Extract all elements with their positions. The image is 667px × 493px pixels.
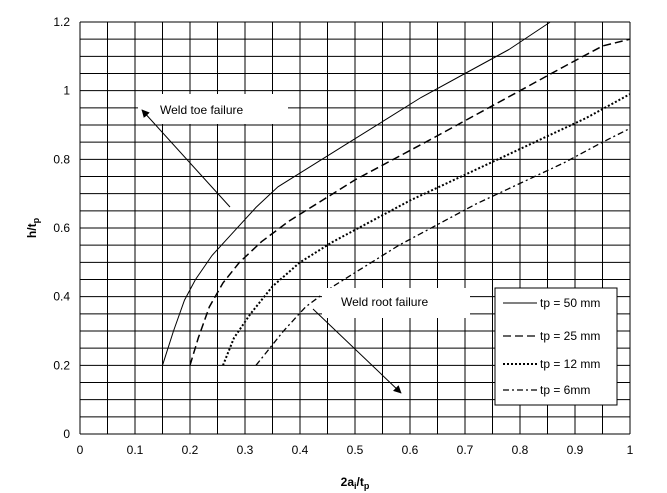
x-tick-label: 0.9 — [567, 443, 584, 457]
x-tick-label: 0.6 — [402, 443, 419, 457]
y-tick-label: 0.8 — [53, 152, 70, 166]
legend: tp = 50 mm tp = 25 mm tp = 12 mm tp = 6m… — [494, 287, 618, 406]
tick-labels: 0 0.1 0.2 0.3 0.4 0.5 0.6 0.7 0.8 0.9 1 0 0.2 0.4 0.6 0… — [53, 15, 633, 457]
y-tick-label: 0.2 — [53, 358, 70, 372]
x-tick-label: 1 — [627, 443, 634, 457]
x-tick-label: 0.2 — [182, 443, 199, 457]
series-line-1 — [189, 38, 631, 366]
y-tick-label: 0 — [63, 427, 70, 441]
weld-toe-label-box — [138, 94, 288, 124]
y-tick-label: 0.4 — [53, 290, 70, 304]
legend-label-25mm: tp = 25 mm — [540, 329, 600, 343]
legend-box — [494, 287, 618, 406]
x-tick-label: 0 — [77, 443, 84, 457]
weld-toe-arrow — [141, 109, 231, 208]
weld-root-label-box — [322, 288, 470, 318]
series-lines — [162, 21, 631, 366]
series-line-0 — [162, 21, 551, 366]
legend-label-12mm: tp = 12 mm — [540, 357, 600, 371]
y-axis-title: h/tp — [25, 217, 41, 238]
weld-root-arrow — [312, 308, 402, 394]
x-tick-label: 0.4 — [292, 443, 309, 457]
weld-toe-label: Weld toe failure — [160, 103, 243, 117]
series-line-2 — [222, 93, 631, 366]
weld-root-label: Weld root failure — [341, 295, 428, 309]
x-axis-title: 2ai/tp — [341, 475, 370, 491]
y-tick-label: 1 — [63, 84, 70, 98]
x-tick-label: 0.5 — [347, 443, 364, 457]
x-tick-label: 0.1 — [127, 443, 144, 457]
x-tick-label: 0.7 — [457, 443, 474, 457]
y-tick-label: 1.2 — [53, 15, 70, 29]
x-tick-label: 0.8 — [512, 443, 529, 457]
y-tick-label: 0.6 — [53, 221, 70, 235]
x-tick-label: 0.3 — [237, 443, 254, 457]
series-line-3 — [255, 127, 631, 366]
legend-label-50mm: tp = 50 mm — [540, 296, 600, 310]
legend-label-6mm: tp = 6mm — [540, 383, 590, 397]
